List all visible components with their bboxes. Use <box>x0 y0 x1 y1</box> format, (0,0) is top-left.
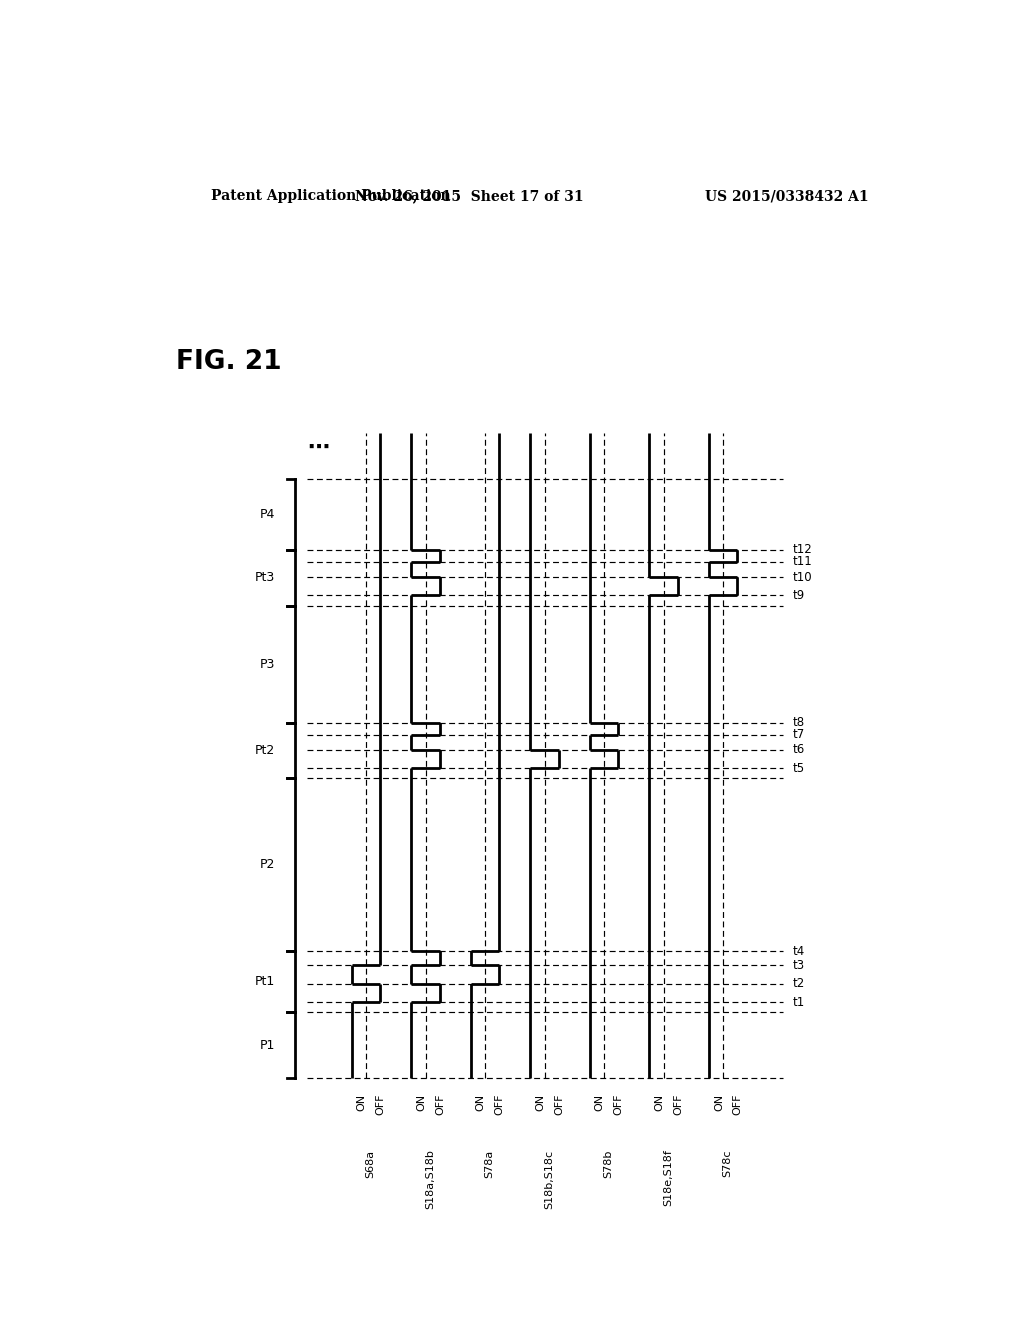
Text: P2: P2 <box>259 858 274 871</box>
Text: Pt2: Pt2 <box>255 744 274 756</box>
Text: ON: ON <box>536 1093 546 1110</box>
Text: t10: t10 <box>793 570 813 583</box>
Text: Pt1: Pt1 <box>255 975 274 989</box>
Text: P1: P1 <box>259 1039 274 1052</box>
Text: S18b,S18c: S18b,S18c <box>544 1150 554 1209</box>
Text: S18a,S18b: S18a,S18b <box>425 1150 435 1209</box>
Text: Pt3: Pt3 <box>255 572 274 585</box>
Text: OFF: OFF <box>435 1093 444 1115</box>
Text: ON: ON <box>654 1093 665 1110</box>
Text: ⋯: ⋯ <box>307 438 330 458</box>
Text: OFF: OFF <box>732 1093 742 1115</box>
Text: S78c: S78c <box>723 1150 732 1177</box>
Text: ON: ON <box>595 1093 605 1110</box>
Text: t11: t11 <box>793 556 813 569</box>
Text: OFF: OFF <box>495 1093 505 1115</box>
Text: FIG. 21: FIG. 21 <box>176 348 282 375</box>
Text: OFF: OFF <box>613 1093 624 1115</box>
Text: ON: ON <box>356 1093 367 1110</box>
Text: S68a: S68a <box>366 1150 376 1177</box>
Text: OFF: OFF <box>376 1093 385 1115</box>
Text: t2: t2 <box>793 977 805 990</box>
Text: Nov. 26, 2015  Sheet 17 of 31: Nov. 26, 2015 Sheet 17 of 31 <box>355 189 584 203</box>
Text: P4: P4 <box>259 508 274 520</box>
Text: P3: P3 <box>259 657 274 671</box>
Text: Patent Application Publication: Patent Application Publication <box>211 189 451 203</box>
Text: t6: t6 <box>793 743 805 756</box>
Text: S78a: S78a <box>484 1150 495 1177</box>
Text: OFF: OFF <box>554 1093 564 1115</box>
Text: US 2015/0338432 A1: US 2015/0338432 A1 <box>705 189 868 203</box>
Text: S78b: S78b <box>603 1150 613 1177</box>
Text: t7: t7 <box>793 729 805 742</box>
Text: ON: ON <box>417 1093 426 1110</box>
Text: t4: t4 <box>793 945 805 958</box>
Text: t12: t12 <box>793 544 813 556</box>
Text: ON: ON <box>714 1093 724 1110</box>
Text: t1: t1 <box>793 995 805 1008</box>
Text: t3: t3 <box>793 958 805 972</box>
Text: OFF: OFF <box>673 1093 683 1115</box>
Text: t8: t8 <box>793 715 805 729</box>
Text: ON: ON <box>476 1093 485 1110</box>
Text: t5: t5 <box>793 762 805 775</box>
Text: t9: t9 <box>793 589 805 602</box>
Text: S18e,S18f: S18e,S18f <box>663 1150 673 1206</box>
